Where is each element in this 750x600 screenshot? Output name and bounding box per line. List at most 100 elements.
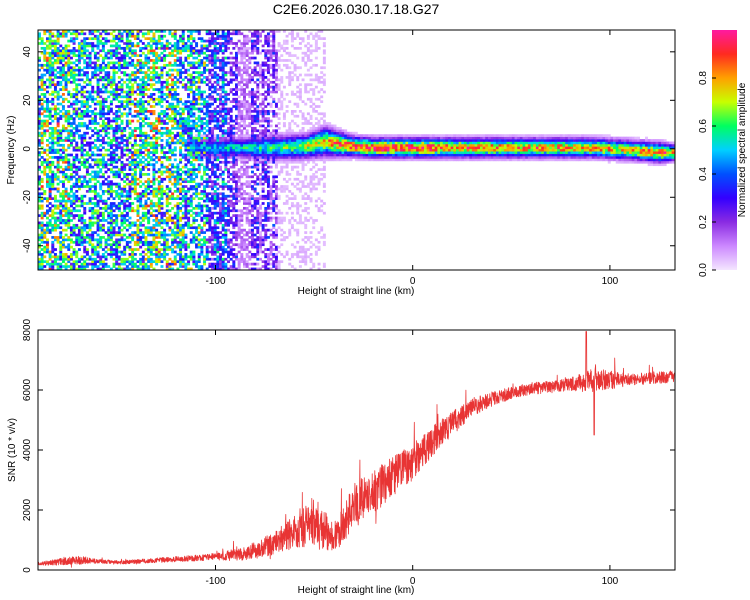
spectrogram-cell [109, 253, 113, 256]
spectrogram-cell [219, 255, 222, 259]
spectrogram-cell [235, 68, 238, 72]
spectrogram-cell [235, 197, 238, 200]
spectrogram-cell [120, 253, 124, 256]
spectrogram-cell [149, 110, 153, 113]
spectrogram-cell [125, 102, 129, 106]
spectrogram-cell [147, 32, 151, 36]
spectrogram-cell [152, 260, 156, 264]
spectrogram-cell [213, 117, 217, 120]
spectrogram-cell [115, 129, 119, 133]
spectrogram-cell [211, 238, 215, 242]
spectrogram-cell [93, 160, 97, 164]
spectrogram-cell [208, 37, 212, 40]
spectrogram-cell [203, 44, 207, 48]
spectrogram-cell [237, 168, 241, 171]
spectrogram-cell [99, 262, 103, 266]
spectrogram-cell [165, 194, 169, 198]
spectrogram-cell [227, 146, 230, 150]
spectrogram-cell [171, 88, 175, 91]
spectrogram-cell [152, 112, 156, 116]
spectrogram-cell [96, 260, 100, 264]
spectrogram-cell [85, 78, 89, 82]
spectrogram-cell [96, 216, 100, 220]
spectrogram-cell [112, 156, 116, 159]
spectrogram-cell [67, 90, 71, 94]
spectrogram-cell [211, 243, 215, 247]
spectrogram-cell [131, 168, 135, 171]
spectrogram-cell [101, 236, 105, 239]
spectrogram-cell [208, 180, 212, 184]
spectrogram-cell [168, 219, 172, 222]
spectrogram-cell [104, 134, 108, 137]
spectrogram-cell [117, 158, 121, 162]
spectrogram-cell [221, 223, 225, 227]
spectrogram-cell [163, 112, 167, 116]
spectrogram-cell [171, 83, 175, 87]
spectrogram-cell [75, 95, 79, 99]
spectrogram-cell [240, 59, 244, 62]
spectrogram-cell [139, 139, 143, 142]
spectrogram-cell [128, 107, 132, 111]
spectrogram-cell [187, 107, 191, 111]
spectrogram-cell [157, 253, 161, 256]
spectrogram-cell [205, 49, 209, 53]
spectrogram-cell [200, 124, 204, 128]
spectrogram-cell [139, 61, 143, 65]
spectrogram-cell [48, 39, 52, 43]
spectrogram-cell [64, 119, 68, 123]
spectrogram-cell [40, 197, 44, 200]
spectrogram-cell [40, 97, 44, 101]
spectrogram-cell [157, 175, 161, 179]
spectrogram-cell [123, 190, 127, 193]
spectrogram-cell [149, 250, 153, 254]
spectrogram-cell [179, 117, 183, 120]
spectrogram-cell [45, 185, 49, 188]
spectrogram-cell [240, 231, 244, 234]
spectrogram-cell [179, 248, 183, 251]
spectrogram-cell [208, 238, 212, 242]
spectrogram-cell [83, 158, 87, 162]
spectrogram-cell [85, 240, 89, 244]
spectrogram-cell [56, 238, 60, 242]
spectrogram-cell [77, 185, 81, 188]
spectrogram-cell [133, 34, 137, 38]
spectrogram-cell [61, 185, 65, 188]
spectrogram-cell [203, 170, 207, 174]
spectrogram-cell [205, 110, 209, 113]
spectrogram-cell [120, 194, 124, 198]
spectrogram-cell [48, 73, 52, 77]
spectrogram-cell [40, 151, 44, 154]
spectrogram-cell [179, 190, 183, 193]
spectrogram-cell [88, 59, 92, 62]
spectrogram-cell [112, 228, 116, 232]
spectrogram-cell [192, 126, 196, 130]
spectrogram-cell [240, 112, 244, 116]
spectrogram-cell [40, 187, 44, 191]
spectrogram-cell [133, 37, 137, 40]
spectrogram-cell [227, 156, 230, 159]
spectrogram-cell [240, 85, 244, 89]
spectrogram-cell [155, 257, 159, 261]
spectrogram-cell [88, 223, 92, 227]
spectrogram-cell [117, 197, 121, 200]
spectrogram-cell [72, 148, 76, 152]
spectrogram-cell [213, 190, 217, 193]
spectrogram-cell [115, 136, 119, 140]
spectrogram-cell [221, 202, 225, 205]
spectrogram-cell [195, 156, 199, 159]
spectrogram-cell [67, 44, 71, 48]
spectrogram-cell [45, 129, 49, 133]
spectrogram-cell [88, 93, 92, 96]
spectrogram-cell [195, 107, 199, 111]
spectrogram-cell [139, 66, 143, 70]
spectrogram-cell [77, 112, 81, 116]
spectrogram-cell [165, 134, 169, 137]
spectrogram-cell [64, 129, 68, 133]
spectrogram-cell [136, 59, 140, 62]
spectrogram-cell [197, 163, 201, 167]
spectrogram-cell [109, 56, 113, 60]
spectrogram-cell [38, 233, 41, 237]
spectrogram-cell [104, 129, 108, 133]
spectrogram-cell [221, 88, 225, 91]
spectrogram-cell [53, 54, 57, 57]
